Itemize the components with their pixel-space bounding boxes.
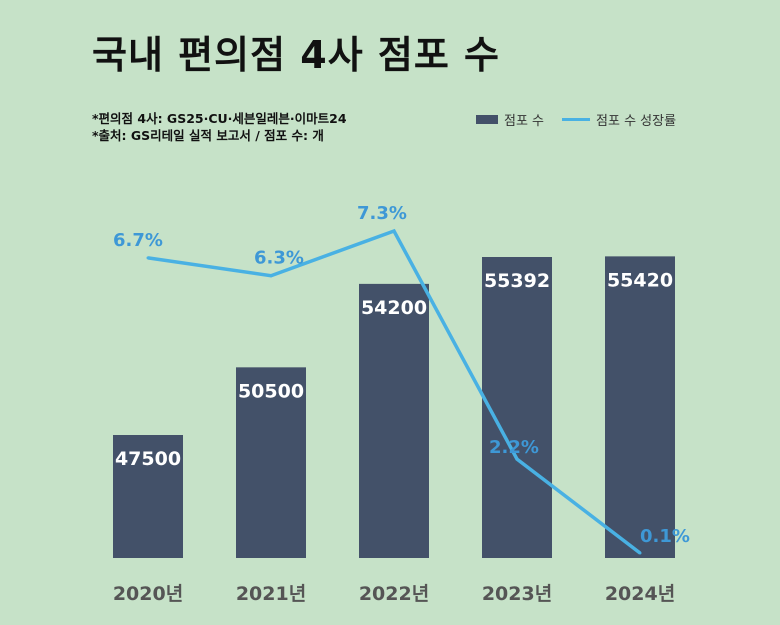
bar-2021년 (236, 367, 306, 558)
bar-2020년 (113, 435, 183, 558)
legend-item-bar: 점포 수 (476, 110, 544, 129)
chart-notes: *편의점 4사: GS25·CU·세븐일레븐·이마트24 *출처: GS리테일 … (92, 110, 347, 144)
growth-rate-label: 6.7% (113, 230, 163, 251)
note-source: *출처: GS리테일 실적 보고서 / 점포 수: 개 (92, 128, 324, 143)
legend-line-label: 점포 수 성장률 (596, 114, 677, 129)
bar-value-label: 55392 (484, 270, 550, 292)
x-tick-label: 2023년 (482, 583, 552, 605)
legend-line-swatch (562, 118, 591, 121)
chart-title: 국내 편의점 4사 점포 수 (92, 33, 500, 77)
legend-bar-swatch (476, 115, 498, 124)
growth-rate-label: 2.2% (489, 437, 539, 458)
bar-value-label: 54200 (361, 297, 427, 319)
growth-point (146, 256, 150, 260)
growth-point (269, 274, 273, 278)
bar-value-label: 50500 (238, 380, 304, 402)
growth-point (392, 229, 396, 233)
x-tick-label: 2024년 (605, 583, 675, 605)
growth-point (515, 457, 519, 461)
legend-item-line: 점포 수 성장률 (562, 110, 676, 129)
bar-2023년 (482, 257, 552, 558)
growth-rate-label: 0.1% (640, 526, 690, 547)
bar-2022년 (359, 283, 429, 558)
x-tick-label: 2022년 (359, 583, 429, 605)
chart-legend: 점포 수 점포 수 성장률 (476, 110, 694, 129)
growth-point (638, 551, 642, 555)
growth-rate-label: 7.3% (357, 203, 407, 224)
bar-value-label: 55420 (607, 269, 673, 291)
bar-2024년 (605, 256, 675, 558)
note-companies: *편의점 4사: GS25·CU·세븐일레븐·이마트24 (92, 111, 347, 126)
x-tick-label: 2020년 (113, 583, 183, 605)
bar-value-label: 47500 (115, 448, 181, 470)
legend-bar-label: 점포 수 (504, 114, 545, 129)
x-tick-label: 2021년 (236, 583, 306, 605)
growth-rate-label: 6.3% (254, 248, 304, 269)
